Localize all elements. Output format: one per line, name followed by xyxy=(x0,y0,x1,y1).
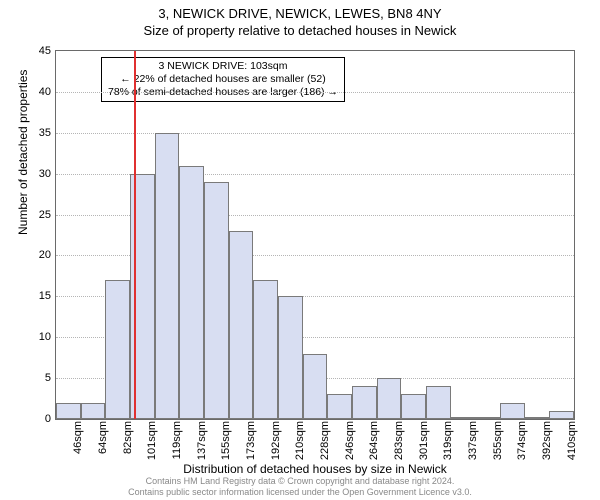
xtick-label: 137sqm xyxy=(196,421,208,460)
plot-area: 3 NEWICK DRIVE: 103sqm ← 22% of detached… xyxy=(55,50,575,420)
xtick-label: 246sqm xyxy=(344,421,356,460)
xtick-label: 283sqm xyxy=(393,421,405,460)
histogram-bar xyxy=(204,182,229,419)
histogram-bar xyxy=(253,280,278,419)
annotation-line1: 3 NEWICK DRIVE: 103sqm xyxy=(108,60,338,73)
title-subtitle: Size of property relative to detached ho… xyxy=(0,23,600,40)
histogram-bar xyxy=(303,354,328,419)
ytick-label: 0 xyxy=(45,413,51,425)
histogram-bar xyxy=(500,403,525,419)
histogram-bar xyxy=(327,394,352,419)
footer: Contains HM Land Registry data © Crown c… xyxy=(0,476,600,498)
histogram-bar xyxy=(549,411,574,419)
xtick-label: 46sqm xyxy=(72,421,84,454)
xtick-label: 101sqm xyxy=(146,421,158,460)
histogram-bar xyxy=(475,417,500,419)
xtick-label: 301sqm xyxy=(418,421,430,460)
footer-line1: Contains HM Land Registry data © Crown c… xyxy=(0,476,600,487)
histogram-bar xyxy=(401,394,426,419)
ytick-label: 30 xyxy=(39,168,51,180)
footer-line2: Contains public sector information licen… xyxy=(0,487,600,498)
ytick-label: 25 xyxy=(39,209,51,221)
xtick-label: 264sqm xyxy=(368,421,380,460)
annotation-box: 3 NEWICK DRIVE: 103sqm ← 22% of detached… xyxy=(101,57,345,102)
xtick-label: 319sqm xyxy=(442,421,454,460)
chart-container: 3, NEWICK DRIVE, NEWICK, LEWES, BN8 4NY … xyxy=(0,0,600,500)
title-address: 3, NEWICK DRIVE, NEWICK, LEWES, BN8 4NY xyxy=(0,6,600,23)
xtick-label: 119sqm xyxy=(171,421,183,459)
xtick-label: 374sqm xyxy=(516,421,528,460)
histogram-bar xyxy=(105,280,130,419)
xtick-label: 155sqm xyxy=(220,421,232,460)
histogram-bar xyxy=(451,417,476,419)
xtick-label: 82sqm xyxy=(122,421,134,454)
annotation-line2: ← 22% of detached houses are smaller (52… xyxy=(108,73,338,86)
xtick-label: 210sqm xyxy=(294,421,306,460)
xtick-label: 337sqm xyxy=(467,421,479,460)
histogram-bar xyxy=(179,166,204,420)
xtick-label: 192sqm xyxy=(270,421,282,460)
ytick-label: 35 xyxy=(39,127,51,139)
xtick-label: 173sqm xyxy=(245,421,257,460)
histogram-bar xyxy=(155,133,180,419)
x-axis-label: Distribution of detached houses by size … xyxy=(55,462,575,476)
histogram-bar xyxy=(525,417,550,419)
ytick-label: 45 xyxy=(39,45,51,57)
xtick-label: 355sqm xyxy=(492,421,504,460)
ytick-label: 15 xyxy=(39,290,51,302)
histogram-bar xyxy=(352,386,377,419)
ytick-label: 40 xyxy=(39,86,51,98)
xtick-label: 64sqm xyxy=(97,421,109,454)
histogram-bar xyxy=(81,403,106,419)
ytick-label: 5 xyxy=(45,372,51,384)
histogram-bar xyxy=(426,386,451,419)
title-block: 3, NEWICK DRIVE, NEWICK, LEWES, BN8 4NY … xyxy=(0,0,600,40)
histogram-bar xyxy=(377,378,402,419)
marker-line xyxy=(134,51,136,419)
y-axis-label: Number of detached properties xyxy=(16,70,30,235)
ytick-label: 20 xyxy=(39,249,51,261)
xtick-label: 410sqm xyxy=(566,421,578,460)
xtick-label: 392sqm xyxy=(541,421,553,460)
histogram-bar xyxy=(229,231,254,419)
histogram-bar xyxy=(56,403,81,419)
histogram-bar xyxy=(278,296,303,419)
ytick-label: 10 xyxy=(39,331,51,343)
xtick-label: 228sqm xyxy=(319,421,331,460)
